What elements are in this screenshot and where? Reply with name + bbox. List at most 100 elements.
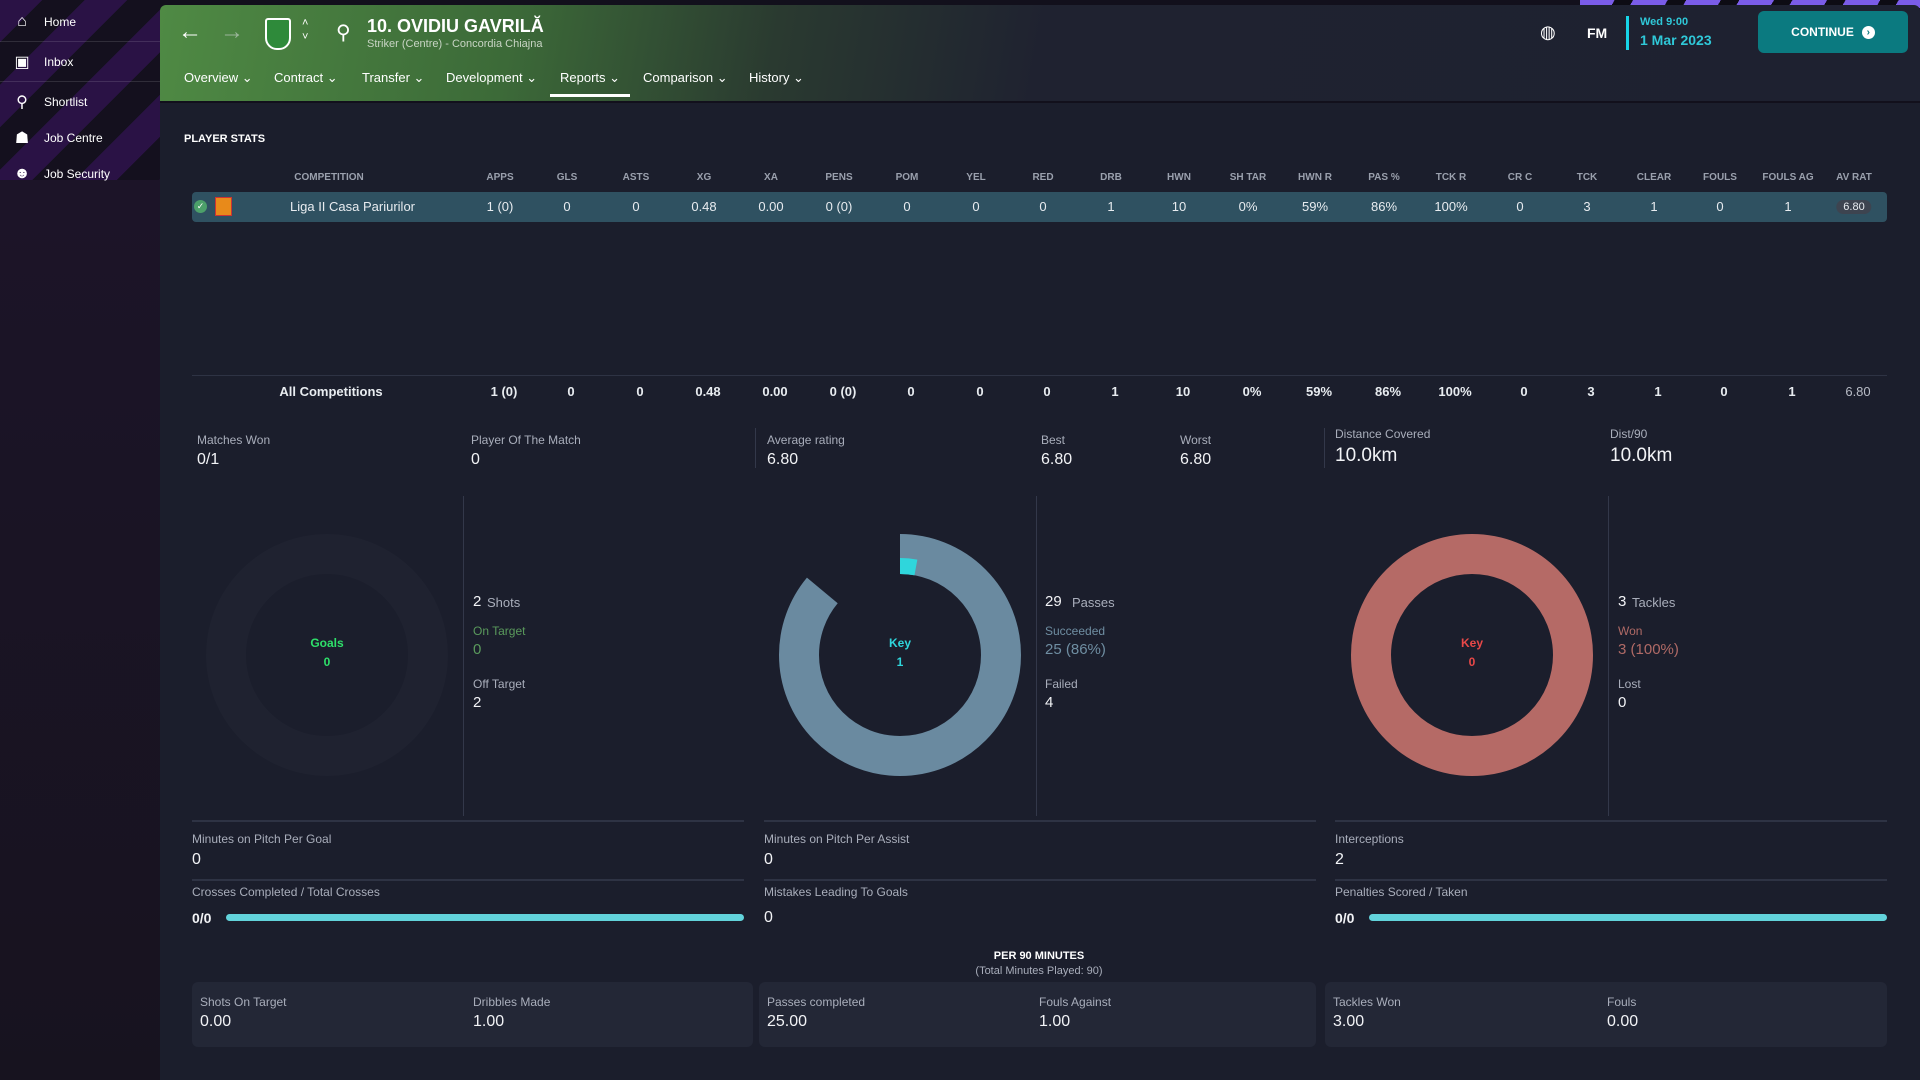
sidebar-item-job-security[interactable]: ☻ Job Security — [0, 154, 160, 194]
stat-a-label: Succeeded — [1045, 624, 1106, 638]
table-cell: 1 — [1650, 199, 1658, 214]
back-button[interactable]: ← — [178, 18, 202, 45]
summary-value: 0/1 — [197, 451, 220, 468]
summary-label: Matches Won — [197, 433, 271, 447]
tab-contract[interactable]: Contract ⌄ — [274, 70, 338, 85]
column-header[interactable]: FOULS AG — [1762, 172, 1814, 183]
sidebar-item-inbox[interactable]: ▣ Inbox — [0, 42, 160, 82]
total-cell: 1 — [1654, 384, 1662, 399]
total-cell: 10 — [1175, 384, 1191, 399]
stat-a-value: 25 (86%) — [1045, 641, 1106, 658]
divider — [755, 428, 756, 468]
job-security-icon: ☻ — [13, 165, 31, 182]
misc-value: 0 — [764, 851, 773, 868]
stat-a-label: On Target — [473, 624, 526, 638]
misc-value: 0 — [192, 851, 201, 868]
tab-history[interactable]: History ⌄ — [749, 70, 804, 85]
column-header[interactable]: DRB — [1100, 172, 1122, 183]
divider — [192, 879, 744, 881]
table-cell: 0 — [903, 199, 911, 214]
per90-label: Passes completed — [767, 995, 866, 1009]
sidebar-item-home[interactable]: ⌂ Home — [0, 2, 160, 42]
globe-icon[interactable]: ◍ — [1540, 22, 1556, 42]
per90-title: PER 90 MINUTES — [993, 950, 1085, 962]
column-header[interactable]: CR C — [1507, 172, 1533, 183]
tab-comparison[interactable]: Comparison ⌄ — [643, 70, 728, 85]
summary-value: 6.80 — [1041, 451, 1073, 468]
column-header[interactable]: YEL — [966, 172, 986, 183]
player-switch-arrows-icon[interactable]: ˄ ˅ — [302, 17, 309, 43]
continue-button[interactable]: CONTINUE › — [1758, 11, 1908, 53]
column-header[interactable]: TCK — [1576, 172, 1598, 183]
column-header[interactable]: SH TAR — [1229, 172, 1267, 183]
column-header[interactable]: PENS — [825, 172, 853, 183]
column-header[interactable]: GLS — [556, 172, 578, 183]
total-cell: 0 — [636, 384, 644, 399]
column-header[interactable]: ASTS — [622, 172, 650, 183]
column-header[interactable]: AV RAT — [1836, 172, 1872, 183]
column-header[interactable]: RED — [1032, 172, 1054, 183]
total-cell: 0 — [1043, 384, 1051, 399]
donut-segment — [779, 534, 1021, 776]
goals-donut-ring — [206, 534, 448, 776]
table-cell: 0 — [632, 199, 640, 214]
stat-total: 29 — [1045, 593, 1062, 610]
sidebar-item-label: Job Centre — [44, 131, 103, 145]
divider — [192, 820, 744, 822]
per90-label: Dribbles Made — [473, 995, 551, 1009]
column-header[interactable]: XA — [764, 172, 778, 183]
tab-development[interactable]: Development ⌄ — [446, 70, 538, 85]
sidebar-item-job-centre[interactable]: ☗ Job Centre — [0, 118, 160, 158]
sidebar-item-label: Home — [44, 14, 77, 29]
column-header[interactable]: TCK R — [1435, 172, 1467, 183]
column-header[interactable]: HWN — [1167, 172, 1191, 183]
column-header[interactable]: HWN R — [1298, 172, 1332, 183]
search-icon: ⚲ — [16, 94, 28, 111]
search-icon[interactable]: ⚲ — [336, 22, 351, 44]
stat-b-value: 0 — [1618, 694, 1627, 711]
table-cell: 1 — [1107, 199, 1115, 214]
club-crest-icon[interactable] — [265, 18, 291, 50]
sidebar-item-label: Job Security — [44, 167, 111, 181]
fm-button[interactable]: FM — [1587, 25, 1608, 41]
divider — [764, 820, 1316, 822]
job-centre-icon: ☗ — [14, 130, 30, 147]
misc-value: 0/0 — [192, 910, 212, 926]
table-row[interactable] — [192, 192, 1887, 222]
sidebar-item-shortlist[interactable]: ⚲ Shortlist — [0, 82, 160, 122]
player-subtitle: Striker (Centre) - Concordia Chiajna — [367, 38, 543, 50]
tab-transfer[interactable]: Transfer ⌄ — [362, 70, 425, 85]
forward-button[interactable]: → — [220, 18, 244, 45]
tab-reports[interactable]: Reports ⌄ — [550, 70, 631, 97]
table-cell: 1 (0) — [486, 199, 514, 214]
total-cell: 0.48 — [695, 384, 721, 399]
table-cell: 10 — [1171, 199, 1187, 214]
stat-total-label: Shots — [487, 595, 521, 610]
per90-box — [192, 982, 753, 1047]
table-cell: 0 — [563, 199, 571, 214]
competition-name: Liga II Casa Pariurilor — [290, 199, 415, 214]
column-header[interactable]: CLEAR — [1636, 172, 1672, 183]
tab-overview[interactable]: Overview ⌄ — [184, 70, 253, 85]
column-header[interactable]: XG — [696, 172, 712, 183]
column-header[interactable]: APPS — [486, 172, 514, 183]
sidebar-item-label: Shortlist — [44, 95, 88, 109]
table-cell: 0 — [1516, 199, 1524, 214]
total-cell: 6.80 — [1845, 384, 1871, 399]
key-pass-marker — [803, 558, 997, 752]
table-cell: 0.00 — [758, 199, 784, 214]
column-header[interactable]: COMPETITION — [294, 172, 364, 183]
total-cell: 0 — [976, 384, 984, 399]
summary-label: Best — [1041, 433, 1066, 447]
column-header[interactable]: FOULS — [1703, 172, 1737, 183]
column-header[interactable]: POM — [895, 172, 919, 183]
per90-value: 0.00 — [1607, 1013, 1639, 1030]
table-cell: 6.80 — [1836, 200, 1872, 214]
total-cell: 1 — [1788, 384, 1796, 399]
progress-bar — [226, 914, 744, 921]
stat-b-label: Off Target — [473, 677, 526, 691]
total-cell: 0 — [1720, 384, 1728, 399]
column-header[interactable]: PAS % — [1368, 172, 1400, 183]
competition-logo-icon — [215, 197, 232, 216]
